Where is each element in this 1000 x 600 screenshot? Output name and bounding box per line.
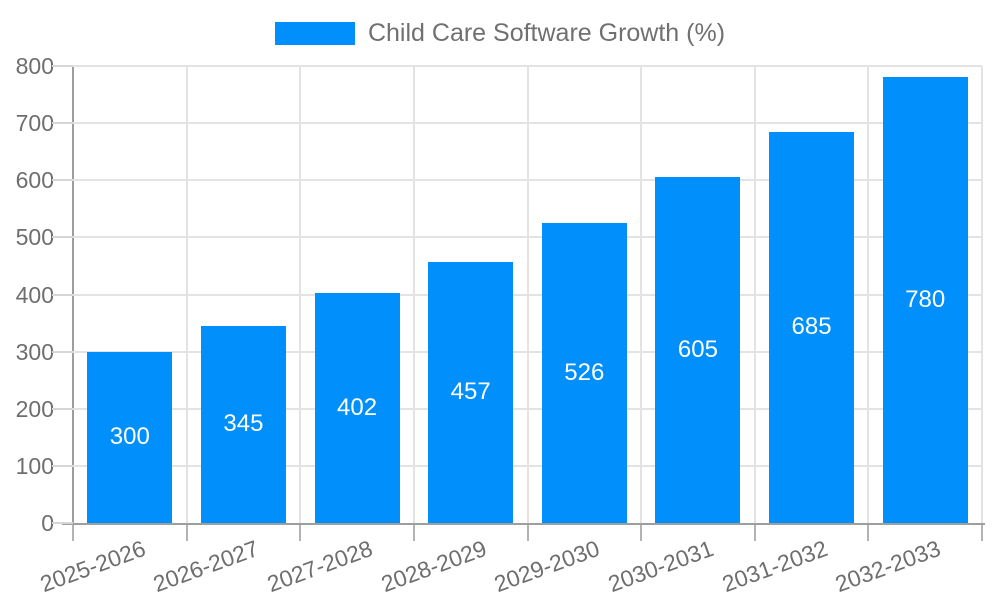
x-axis-tick: [981, 525, 983, 541]
bar: 345: [200, 325, 286, 523]
bar: 780: [882, 77, 968, 523]
y-axis-tick: [52, 407, 73, 410]
y-axis-tick: [52, 293, 73, 296]
bar-value-label: 526: [564, 358, 605, 386]
y-axis-label: 600: [15, 167, 54, 194]
y-axis-label: 400: [15, 281, 54, 308]
gridlines-layer: [73, 65, 983, 523]
y-axis-label: 800: [15, 53, 54, 79]
plot-area: 300 345 402 457 526 605 685 780: [73, 65, 983, 523]
bar: 457: [428, 261, 514, 523]
y-axis-tick: [52, 236, 73, 239]
bar-value-label: 402: [337, 394, 378, 422]
y-axis-tick: [52, 65, 73, 67]
x-axis-tick: [299, 525, 302, 541]
y-axis-tick: [52, 464, 73, 467]
y-axis-label: 300: [15, 338, 54, 365]
bar-value-label: 457: [450, 378, 491, 406]
y-axis-label: 100: [15, 452, 54, 479]
x-axis-tick: [753, 525, 756, 541]
y-axis-tick: [52, 522, 73, 524]
bar: 402: [314, 293, 400, 523]
bar: 300: [87, 351, 173, 523]
chart-legend: Child Care Software Growth (%): [0, 19, 1000, 47]
y-axis-tick: [52, 350, 73, 353]
gridline-vertical: [299, 66, 302, 523]
y-axis-tick: [52, 179, 73, 182]
bar-value-label: 605: [677, 336, 718, 364]
gridline-vertical: [981, 66, 983, 523]
x-axis-tick: [640, 525, 643, 541]
legend-swatch: [274, 21, 355, 45]
x-axis-tick: [867, 525, 870, 541]
bar: 605: [655, 177, 741, 523]
gridline-vertical: [526, 66, 529, 523]
gridline-vertical: [185, 66, 188, 523]
bar-value-label: 300: [109, 423, 150, 451]
y-axis-tick: [52, 122, 73, 125]
gridline-vertical: [753, 66, 756, 523]
bars-layer: 300 345 402 457 526 605 685 780: [73, 66, 982, 523]
gridline-vertical: [412, 66, 415, 523]
bar: 526: [541, 222, 627, 523]
x-axis-tick: [72, 525, 74, 541]
x-axis-tick: [412, 525, 415, 541]
x-axis-tick: [526, 525, 529, 541]
chart-title: Child Care Software Growth (%): [367, 19, 726, 47]
gridline-vertical: [640, 66, 643, 523]
y-axis-label: 500: [15, 224, 54, 251]
y-axis-label: 700: [15, 110, 54, 137]
bar-value-label: 685: [791, 313, 832, 341]
x-axis-line: [62, 523, 985, 525]
y-axis-line: [72, 66, 74, 525]
bar: 685: [769, 131, 855, 523]
bar-value-label: 345: [223, 410, 264, 438]
y-axis-label: 0: [41, 510, 54, 536]
gridline-vertical: [867, 66, 870, 523]
y-axis-label: 200: [15, 395, 54, 422]
x-axis-tick: [185, 525, 188, 541]
bar-value-label: 780: [905, 286, 946, 314]
